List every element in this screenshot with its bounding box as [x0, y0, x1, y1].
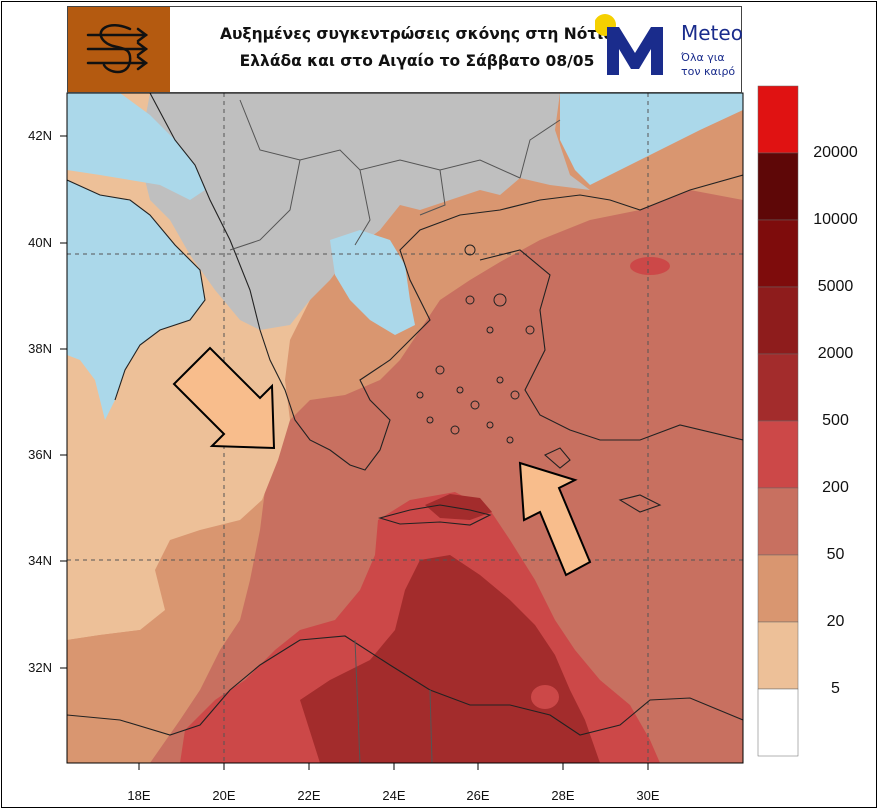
lon-tick-label: 18E — [127, 788, 151, 803]
map-header: Αυξημένες συγκεντρώσεις σκόνης στη Νότια… — [67, 6, 743, 93]
legend-label: 500 — [822, 412, 849, 429]
dust-spot-egypt — [531, 685, 559, 709]
legend-colorbar — [757, 85, 799, 757]
brand-name: Meteo — [681, 21, 743, 45]
land-no-data-balkans — [140, 93, 590, 330]
tick-marks — [60, 135, 649, 770]
sea-adriatic — [67, 93, 205, 200]
legend-label: 200 — [822, 479, 849, 496]
meteo-m-icon — [595, 14, 663, 75]
circulation-icon — [86, 24, 149, 74]
lon-tick-label: 28E — [551, 788, 575, 803]
dust-level-500-region — [300, 555, 600, 763]
title-line-2: Ελλάδα και στο Αιγαίο το Σάββατο 08/05 — [239, 52, 595, 70]
legend-label: 2000 — [817, 345, 854, 362]
country-borders — [229, 99, 561, 763]
coastlines — [67, 93, 743, 736]
graticule — [67, 93, 743, 763]
lat-tick-label: 36N — [28, 447, 52, 462]
meteo-logo: Meteo Όλα για τον καιρό — [595, 7, 743, 92]
legend-label: 5000 — [817, 278, 854, 295]
lon-tick-label: 26E — [466, 788, 490, 803]
brand-tagline: Όλα για τον καιρό — [681, 51, 736, 78]
legend-label: 50 — [826, 546, 845, 563]
dust-spot-turkey — [630, 257, 670, 275]
map-title: Αυξημένες συγκεντρώσεις σκόνης στη Νότια… — [172, 21, 662, 75]
dust-level-500-crete — [425, 494, 492, 520]
southeast-arrow — [518, 461, 592, 577]
lon-tick-label: 22E — [297, 788, 321, 803]
aegean-islands — [416, 244, 535, 444]
left-logo — [68, 7, 170, 92]
lat-tick-label: 40N — [28, 235, 52, 250]
legend-label: 5 — [831, 680, 840, 697]
title-line-1: Αυξημένες συγκεντρώσεις σκόνης στη Νότια — [219, 25, 615, 43]
map-border — [66, 92, 744, 764]
lat-tick-label: 32N — [28, 660, 52, 675]
sea-black-sea — [560, 93, 743, 185]
lon-tick-label: 30E — [636, 788, 660, 803]
legend-label: 10000 — [813, 211, 858, 228]
lon-tick-label: 24E — [382, 788, 406, 803]
northwest-arrow — [172, 346, 276, 450]
dust-level-20-region-southwest — [67, 630, 150, 712]
legend-label: 20000 — [813, 144, 858, 161]
lon-tick-label: 20E — [212, 788, 236, 803]
lat-tick-label: 34N — [28, 553, 52, 568]
lat-tick-label: 42N — [28, 128, 52, 143]
legend-label: 20 — [826, 613, 845, 630]
sea-ionian-gulf — [330, 230, 415, 335]
lat-tick-label: 38N — [28, 341, 52, 356]
